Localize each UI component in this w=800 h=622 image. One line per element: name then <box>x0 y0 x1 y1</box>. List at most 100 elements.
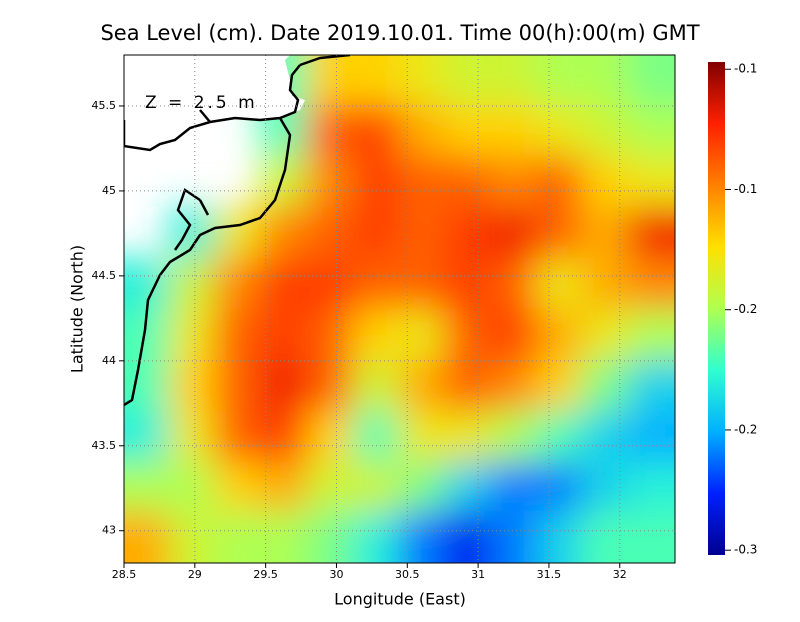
heat-cell <box>443 511 493 563</box>
heat-cell <box>581 410 630 464</box>
heat-cell <box>627 206 675 260</box>
heat-cell <box>581 257 630 311</box>
y-tick-label: 45.5 <box>92 99 117 112</box>
x-tick-label: 31.5 <box>537 568 562 581</box>
heat-cell <box>351 55 401 107</box>
heat-cell <box>169 206 218 260</box>
heat-cell <box>443 257 493 311</box>
y-tick-label: 43.5 <box>92 439 117 452</box>
heat-cell <box>535 410 585 464</box>
heat-cell <box>581 359 630 413</box>
heat-cell <box>398 155 448 209</box>
heat-cell <box>535 359 585 413</box>
heat-cell <box>581 461 630 515</box>
heat-cell <box>351 257 401 311</box>
heat-cell <box>214 511 264 563</box>
heat-cell <box>398 104 448 158</box>
heat-cell <box>489 359 538 413</box>
colorbar <box>708 62 725 555</box>
heat-cell <box>214 359 264 413</box>
heat-cell <box>398 359 448 413</box>
heat-cell <box>627 461 675 515</box>
heat-cell <box>169 257 218 311</box>
y-tick-label: 45 <box>102 184 116 197</box>
heat-cell <box>169 461 218 515</box>
colorbar-tick-label: -0.2 <box>734 422 757 436</box>
heat-cell <box>535 257 585 311</box>
heat-cell <box>259 308 309 362</box>
y-tick-label: 44 <box>102 354 116 367</box>
x-tick-label: 29.5 <box>253 568 278 581</box>
colorbar-tick-label: -0.1 <box>734 182 757 196</box>
heat-cell <box>627 359 675 413</box>
heat-cell <box>535 55 585 107</box>
heat-cell <box>627 511 675 563</box>
heat-cell <box>398 308 448 362</box>
heat-cell <box>627 257 675 311</box>
heat-cell <box>581 206 630 260</box>
x-tick-label: 32 <box>613 568 627 581</box>
heat-cell <box>627 104 675 158</box>
heat-cell <box>398 257 448 311</box>
heat-cell <box>489 410 538 464</box>
heat-cell <box>306 511 356 563</box>
x-tick-label: 30 <box>329 568 343 581</box>
heat-cell <box>581 104 630 158</box>
heat-cell <box>351 359 401 413</box>
heat-cell <box>169 359 218 413</box>
heat-cell <box>581 511 630 563</box>
heat-cell <box>351 104 401 158</box>
heat-cell <box>443 104 493 158</box>
heat-cell <box>306 155 356 209</box>
heat-cell <box>443 55 493 107</box>
heat-cell <box>535 511 585 563</box>
heat-cell <box>351 410 401 464</box>
heat-cell <box>351 155 401 209</box>
heat-cell <box>398 461 448 515</box>
heat-cell <box>535 206 585 260</box>
x-tick-label: 30.5 <box>395 568 420 581</box>
x-tick-label: 29 <box>188 568 202 581</box>
heat-cell <box>306 55 356 107</box>
heat-cell <box>443 359 493 413</box>
heat-cell <box>259 155 309 209</box>
heat-cell <box>627 308 675 362</box>
heat-cell <box>489 206 538 260</box>
heat-cell <box>443 206 493 260</box>
heat-cell <box>306 206 356 260</box>
heat-cell <box>124 511 172 563</box>
heat-cell <box>443 308 493 362</box>
heat-cell <box>581 155 630 209</box>
heat-cell <box>124 308 172 362</box>
heat-cell <box>398 410 448 464</box>
heat-cell <box>214 410 264 464</box>
heat-cell <box>398 55 448 107</box>
heat-cell <box>351 308 401 362</box>
heat-cell <box>489 155 538 209</box>
heat-cell <box>306 359 356 413</box>
heat-cell <box>259 511 309 563</box>
heat-cell <box>627 155 675 209</box>
heat-cell <box>306 308 356 362</box>
heat-cell <box>489 55 538 107</box>
heat-cell <box>306 461 356 515</box>
x-tick-label: 31 <box>471 568 485 581</box>
heat-cell <box>489 461 538 515</box>
heat-cell <box>214 206 264 260</box>
x-tick-label: 28.5 <box>112 568 137 581</box>
colorbar-tick-label: -0.1 <box>734 62 757 76</box>
heat-cell <box>306 257 356 311</box>
heat-cell <box>398 511 448 563</box>
heat-cell <box>259 257 309 311</box>
annotation: Z = 2.5 m <box>145 93 258 113</box>
plot-area <box>124 55 675 563</box>
heat-cell <box>489 104 538 158</box>
heat-cell <box>489 511 538 563</box>
heat-cell <box>351 511 401 563</box>
heat-cell <box>169 511 218 563</box>
heat-cell <box>351 206 401 260</box>
heat-cell <box>535 104 585 158</box>
heat-cell <box>214 308 264 362</box>
heat-cell <box>398 206 448 260</box>
heat-cell <box>581 55 630 107</box>
